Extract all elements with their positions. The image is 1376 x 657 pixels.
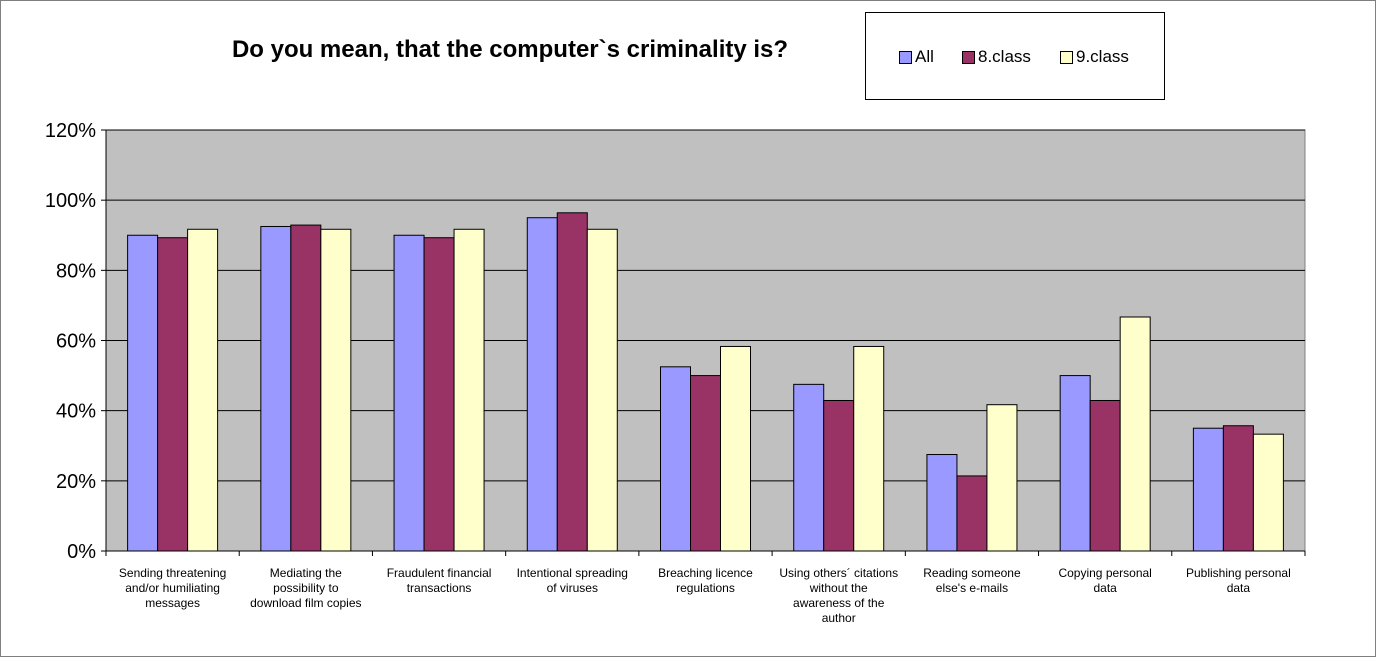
bar-8-class xyxy=(290,224,322,552)
bar-9-class xyxy=(586,228,618,552)
bar-9-class xyxy=(1252,433,1284,552)
bar-all xyxy=(526,217,558,552)
x-category-label: Breaching licence regulations xyxy=(658,566,753,595)
bar-9-class xyxy=(853,345,885,552)
legend-swatch xyxy=(899,50,912,64)
x-category-label: Intentional spreading of viruses xyxy=(517,566,628,595)
bar-all xyxy=(1192,427,1224,552)
bar-8-class xyxy=(1089,399,1121,552)
bar-9-class xyxy=(1119,316,1151,552)
y-tick-label: 60% xyxy=(56,331,96,353)
x-category-label: Reading someone else's e-mails xyxy=(923,566,1021,595)
bar-all xyxy=(393,234,425,552)
y-tick-label: 20% xyxy=(56,471,96,493)
x-category-label: Mediating the possibility to download film… xyxy=(250,566,361,610)
legend-swatch xyxy=(1060,50,1073,64)
legend-label: All xyxy=(915,47,934,66)
legend-item: 8.class xyxy=(962,47,1031,67)
bar-9-class xyxy=(187,228,219,552)
bar-all xyxy=(660,366,691,552)
bar-9-class xyxy=(986,404,1018,552)
bar-8-class xyxy=(157,237,189,552)
bar-8-class xyxy=(823,399,855,552)
y-tick-label: 120% xyxy=(45,120,96,142)
y-tick-label: 40% xyxy=(56,401,96,423)
bar-8-class xyxy=(690,375,721,552)
y-tick-label: 80% xyxy=(56,260,96,282)
y-tick-label: 0% xyxy=(67,541,96,563)
legend-item: 9.class xyxy=(1060,47,1129,67)
x-category-label: Publishing personal data xyxy=(1186,566,1291,595)
bar-all xyxy=(127,234,159,552)
bar-8-class xyxy=(423,237,455,552)
legend-swatch xyxy=(962,50,975,64)
bar-all xyxy=(1059,375,1091,552)
chart-title: Do you mean, that the computer`s crimina… xyxy=(231,36,789,63)
legend-item: All xyxy=(899,47,934,67)
bar-all xyxy=(793,383,825,552)
bar-9-class xyxy=(453,228,485,552)
legend-label: 8.class xyxy=(978,47,1031,66)
bar-all xyxy=(260,225,292,552)
bar-8-class xyxy=(556,212,588,552)
y-tick-label: 100% xyxy=(45,190,96,212)
legend: All 8.class 9.class xyxy=(865,12,1165,100)
x-category-label: Using others´ citations without the awaren… xyxy=(779,566,898,625)
x-category-label: Sending threatening and/or humiliating mes… xyxy=(119,566,226,610)
x-category-label: Copying personal data xyxy=(1058,566,1151,595)
bar-8-class xyxy=(1222,425,1254,552)
bar-9-class xyxy=(720,345,751,552)
bar-all xyxy=(926,454,958,552)
bar-9-class xyxy=(320,228,352,552)
bar-8-class xyxy=(956,475,988,552)
legend-label: 9.class xyxy=(1076,47,1129,66)
x-category-label: Fraudulent financial transactions xyxy=(387,566,492,595)
